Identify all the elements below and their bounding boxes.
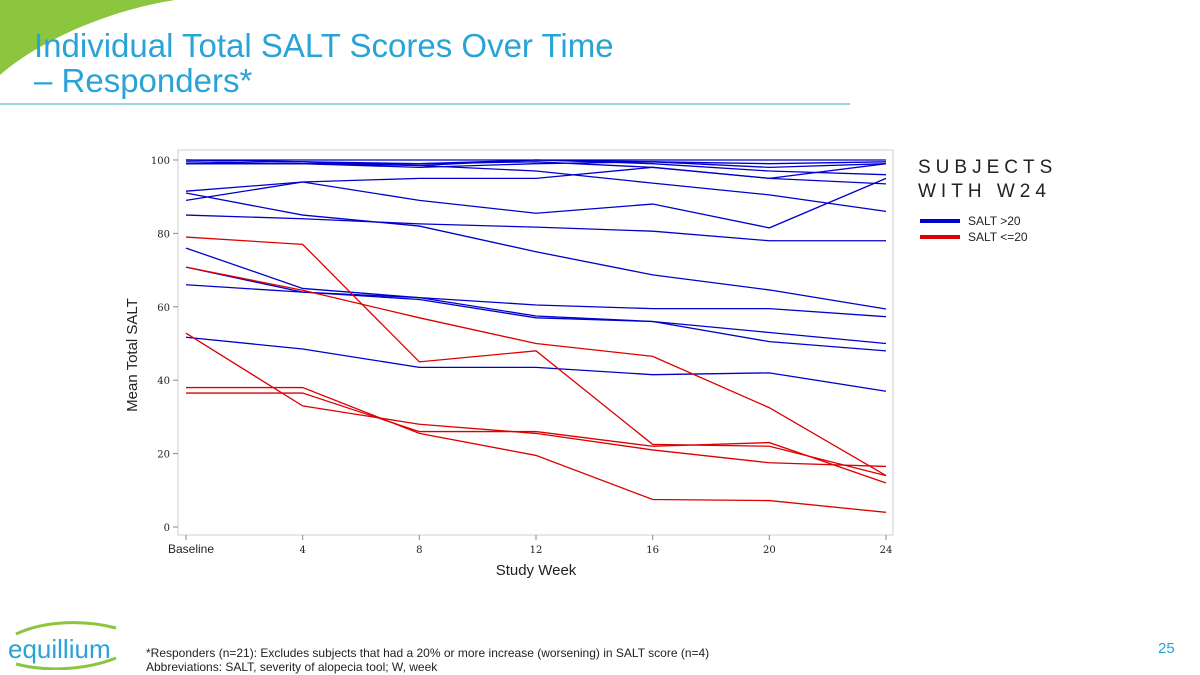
series-line-17 <box>185 332 887 468</box>
legend-entry-salt-gt-20: SALT >20 <box>920 214 1021 228</box>
footnote-line-2: Abbreviations: SALT, severity of alopeci… <box>146 660 438 674</box>
footnote: *Responders (n=21): Excludes subjects th… <box>146 646 709 674</box>
title-line-2: – Responders* <box>34 62 253 99</box>
footnote-line-1: *Responders (n=21): Excludes subjects th… <box>146 646 710 660</box>
series-line-15 <box>185 236 887 477</box>
series-line-6 <box>185 159 887 176</box>
x-tick-label: 20 <box>763 545 776 556</box>
series-line-8 <box>185 177 887 229</box>
series-line-19 <box>186 392 887 484</box>
legend-label: SALT <=20 <box>968 230 1028 244</box>
x-tick-label: 24 <box>880 545 893 556</box>
svg-text:equillium: equillium <box>8 634 111 664</box>
series-line-11 <box>185 247 887 352</box>
x-axis-label: Study Week <box>496 562 577 579</box>
y-tick-label: 40 <box>157 376 170 387</box>
title-line-1: Individual Total SALT Scores Over Time <box>34 27 614 64</box>
series-line-2 <box>185 159 887 167</box>
series-line-3 <box>185 161 887 168</box>
series-line-18 <box>186 386 887 513</box>
y-tick-label: 0 <box>164 523 170 534</box>
slide-title: Individual Total SALT Scores Over Time –… <box>34 28 614 98</box>
y-tick-label: 100 <box>151 156 170 167</box>
series-line-7 <box>185 163 887 192</box>
legend-title: SUBJECTS WITH W24 <box>918 157 1058 202</box>
header-decoration <box>0 0 850 105</box>
series-line-9 <box>185 192 887 310</box>
series-line-16 <box>185 266 887 477</box>
legend-entry-salt-le-20: SALT <=20 <box>920 230 1028 244</box>
series-line-5 <box>186 161 887 185</box>
x-tick-label: 4 <box>299 545 305 556</box>
series-line-14 <box>185 336 887 392</box>
y-tick-label: 20 <box>157 450 170 461</box>
line-chart: 0 20 40 60 80 100 Baseline 4 8 12 16 20 24 Study Week… <box>124 149 894 579</box>
x-tick-label: 16 <box>646 545 659 556</box>
y-tick-label: 60 <box>157 303 170 314</box>
equillium-logo: equillium <box>8 621 117 670</box>
legend-label: SALT >20 <box>968 214 1021 228</box>
x-tick-label: Baseline <box>168 542 214 556</box>
page-number: 25 <box>1158 640 1175 657</box>
y-tick-label: 80 <box>157 229 170 240</box>
series-line-10 <box>185 214 886 242</box>
x-tick-label: 12 <box>530 545 543 556</box>
y-axis-label: Mean Total SALT <box>124 298 141 412</box>
x-tick-label: 8 <box>416 545 422 556</box>
series-line-13 <box>185 284 887 318</box>
